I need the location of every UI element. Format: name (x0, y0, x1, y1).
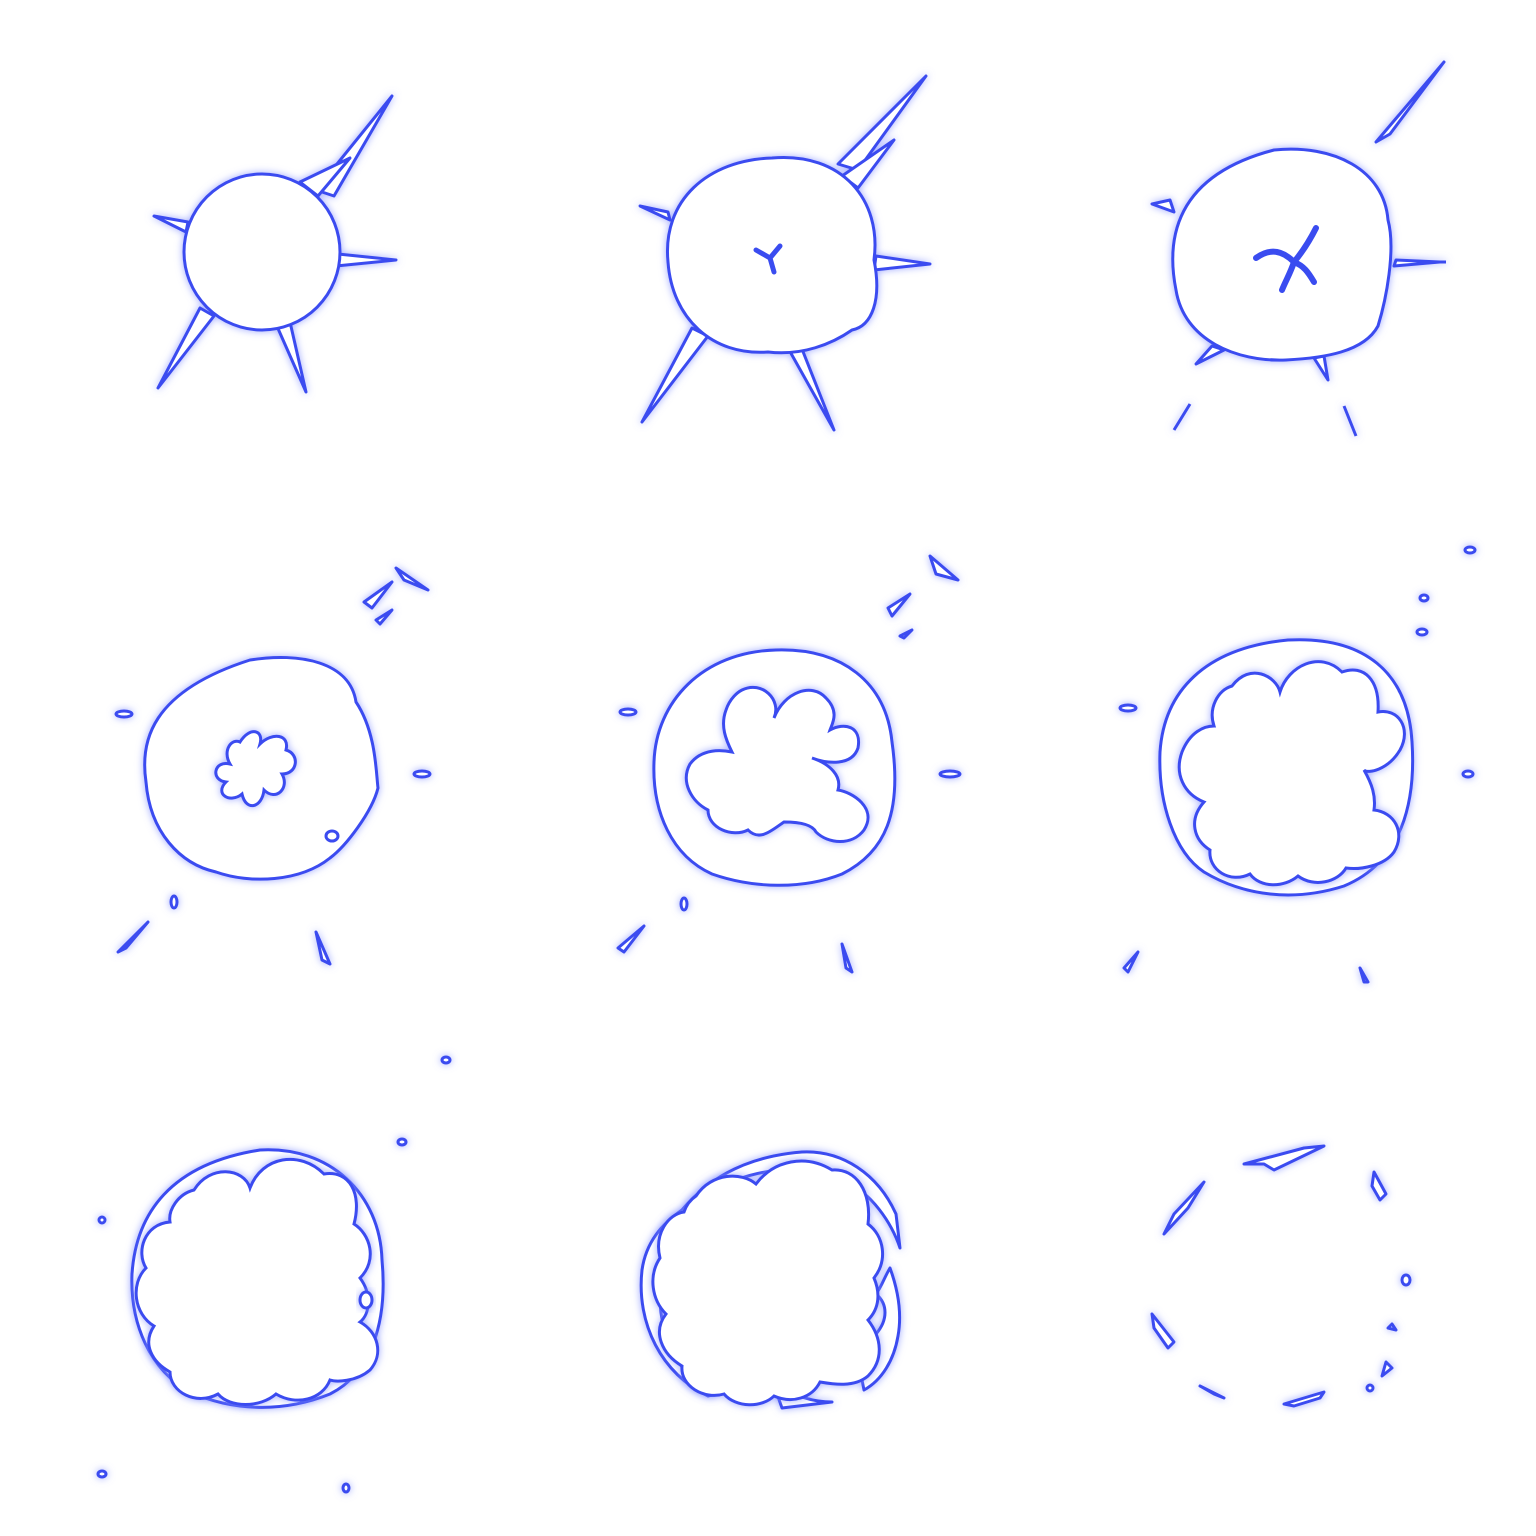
frame-4 (0, 512, 512, 1024)
frame-2 (512, 0, 1024, 512)
frame-5 (512, 512, 1024, 1024)
frame-6 (1024, 512, 1536, 1024)
frame-3 (1024, 0, 1536, 512)
frame-7 (0, 1024, 512, 1536)
frame-8 (512, 1024, 1024, 1536)
frame-1 (0, 0, 512, 512)
frame-9 (1024, 1024, 1536, 1536)
